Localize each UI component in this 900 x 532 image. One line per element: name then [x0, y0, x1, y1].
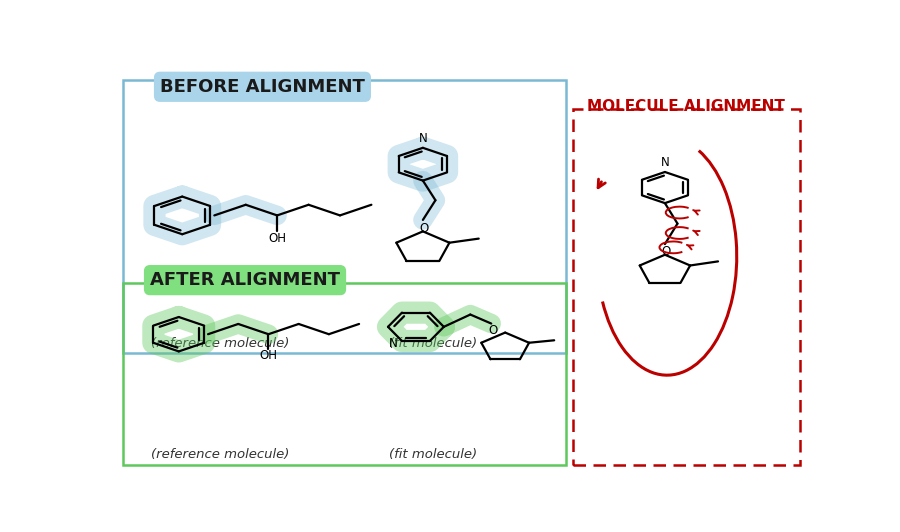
Text: O: O [489, 324, 498, 337]
Text: AFTER ALIGNMENT: AFTER ALIGNMENT [150, 271, 340, 289]
Text: (fit molecule): (fit molecule) [390, 448, 477, 461]
Text: (reference molecule): (reference molecule) [151, 448, 290, 461]
Text: BEFORE ALIGNMENT: BEFORE ALIGNMENT [160, 78, 364, 96]
Text: N: N [418, 132, 427, 145]
Text: O: O [661, 245, 670, 258]
Text: (reference molecule): (reference molecule) [151, 337, 290, 350]
Text: O: O [419, 222, 428, 235]
Text: N: N [661, 156, 670, 170]
Text: (fit molecule): (fit molecule) [390, 337, 477, 350]
Text: OH: OH [259, 350, 277, 362]
Text: N: N [389, 337, 397, 350]
Text: OH: OH [268, 232, 286, 245]
Text: MOLECULE ALIGNMENT: MOLECULE ALIGNMENT [587, 99, 785, 114]
